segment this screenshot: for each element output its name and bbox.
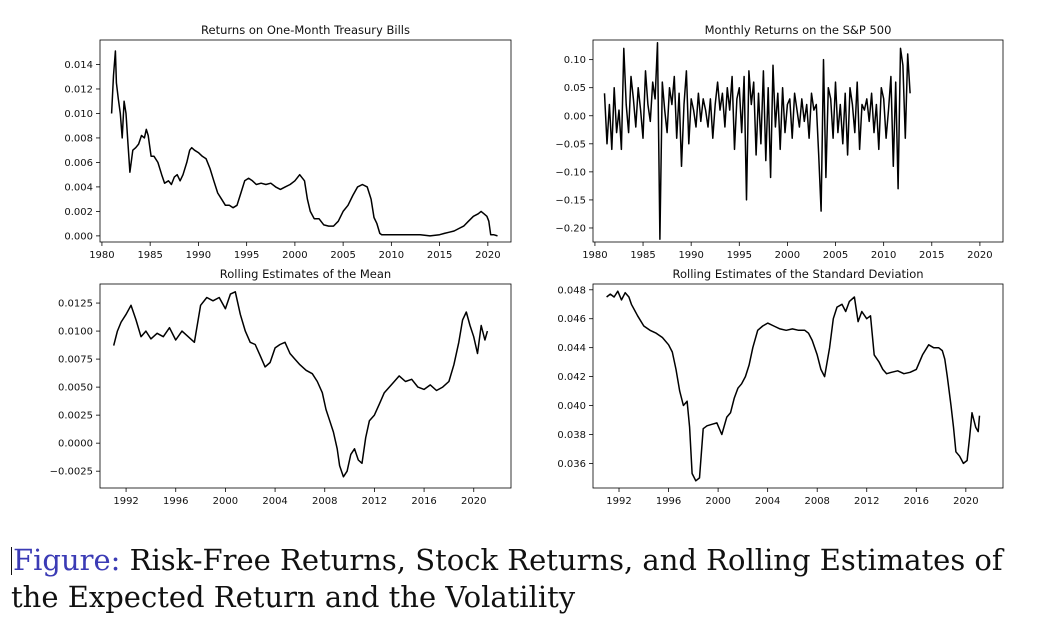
plot-frame-sp500 bbox=[592, 39, 1004, 243]
y-tick-label-tbill: 0.000 bbox=[64, 231, 93, 242]
y-tick-label-sp500: −0.05 bbox=[555, 139, 586, 150]
chart-tbill: Returns on One-Month Treasury Bills 1980 1… bbox=[64, 23, 512, 261]
caption-lead: Figure: bbox=[13, 543, 121, 577]
x-tick-label-rolling-sd: 2004 bbox=[755, 496, 780, 507]
y-tick-label-rolling-mean: 0.0025 bbox=[58, 411, 93, 422]
y-tick-label-tbill: 0.010 bbox=[64, 109, 93, 120]
x-tick-label-sp500: 2015 bbox=[919, 250, 944, 261]
x-tick-label-tbill: 2005 bbox=[330, 250, 355, 261]
y-tick-label-tbill: 0.012 bbox=[64, 84, 93, 95]
caption-text: Risk-Free Returns, Stock Returns, and Ro… bbox=[11, 543, 1003, 614]
x-tick-label-sp500: 1990 bbox=[678, 250, 703, 261]
series-line-rolling-mean bbox=[112, 291, 489, 478]
y-tick-label-sp500: −0.15 bbox=[555, 195, 586, 206]
x-tick-label-rolling-mean: 2008 bbox=[312, 496, 337, 507]
y-tick-label-rolling-mean: 0.0075 bbox=[58, 355, 93, 366]
x-tick-label-sp500: 2020 bbox=[967, 250, 992, 261]
y-tick-label-sp500: −0.20 bbox=[555, 223, 586, 234]
y-tick-label-rolling-sd: 0.048 bbox=[557, 285, 586, 296]
plot-frame-rolling-sd bbox=[592, 283, 1004, 489]
y-tick-label-rolling-mean: 0.0100 bbox=[58, 327, 93, 338]
chart-sp500: Monthly Returns on the S&P 500 1980 1985 19… bbox=[555, 23, 1004, 261]
x-tick-label-sp500: 1980 bbox=[582, 250, 607, 261]
y-tick-label-sp500: 0.05 bbox=[564, 83, 586, 94]
x-tick-label-rolling-mean: 2016 bbox=[411, 496, 436, 507]
y-tick-label-tbill: 0.014 bbox=[64, 60, 93, 71]
chart-title-tbill: Returns on One-Month Treasury Bills bbox=[201, 23, 410, 37]
chart-title-rolling-sd: Rolling Estimates of the Standard Deviat… bbox=[672, 267, 923, 281]
y-tick-label-tbill: 0.008 bbox=[64, 133, 93, 144]
y-tick-label-tbill: 0.002 bbox=[64, 207, 93, 218]
x-tick-label-sp500: 1985 bbox=[630, 250, 655, 261]
x-tick-label-tbill: 1985 bbox=[137, 250, 162, 261]
x-tick-label-rolling-sd: 1996 bbox=[656, 496, 681, 507]
series-line-rolling-sd bbox=[606, 290, 981, 482]
x-tick-label-sp500: 1995 bbox=[727, 250, 752, 261]
x-tick-label-rolling-mean: 2020 bbox=[461, 496, 486, 507]
y-tick-label-rolling-sd: 0.046 bbox=[557, 314, 586, 325]
x-tick-label-tbill: 1990 bbox=[186, 250, 211, 261]
x-tick-label-rolling-sd: 2012 bbox=[854, 496, 879, 507]
x-tick-label-rolling-mean: 1992 bbox=[113, 496, 138, 507]
x-tick-label-tbill: 2000 bbox=[282, 250, 307, 261]
figure-grid: Returns on One-Month Treasury Bills 1980 1… bbox=[50, 23, 1004, 507]
chart-title-rolling-mean: Rolling Estimates of the Mean bbox=[220, 267, 391, 281]
series-line-tbill bbox=[110, 50, 498, 237]
x-tick-label-sp500: 2005 bbox=[823, 250, 848, 261]
y-tick-label-rolling-sd: 0.042 bbox=[557, 372, 586, 383]
y-tick-label-tbill: 0.006 bbox=[64, 158, 93, 169]
x-tick-label-rolling-sd: 1992 bbox=[606, 496, 631, 507]
y-tick-label-tbill: 0.004 bbox=[64, 182, 93, 193]
x-tick-label-tbill: 2010 bbox=[379, 250, 404, 261]
x-tick-label-sp500: 2010 bbox=[871, 250, 896, 261]
y-tick-label-sp500: 0.10 bbox=[564, 55, 586, 66]
x-tick-label-rolling-sd: 2008 bbox=[804, 496, 829, 507]
x-tick-label-rolling-sd: 2000 bbox=[705, 496, 730, 507]
x-tick-label-rolling-mean: 2000 bbox=[213, 496, 238, 507]
x-tick-label-tbill: 2020 bbox=[475, 250, 500, 261]
x-tick-label-tbill: 1980 bbox=[89, 250, 114, 261]
y-tick-label-rolling-mean: −0.0025 bbox=[50, 467, 93, 478]
x-tick-label-rolling-mean: 1996 bbox=[163, 496, 188, 507]
series-line-sp500 bbox=[603, 42, 911, 240]
y-tick-label-rolling-mean: 0.0000 bbox=[58, 439, 93, 450]
y-tick-label-rolling-sd: 0.044 bbox=[557, 343, 586, 354]
x-tick-label-rolling-sd: 2020 bbox=[953, 496, 978, 507]
y-tick-label-rolling-sd: 0.038 bbox=[557, 430, 586, 441]
chart-title-sp500: Monthly Returns on the S&P 500 bbox=[705, 23, 892, 37]
chart-rolling-mean: Rolling Estimates of the Mean 1992 1996 200… bbox=[50, 267, 512, 507]
x-tick-label-rolling-mean: 2012 bbox=[362, 496, 387, 507]
x-tick-label-tbill: 1995 bbox=[234, 250, 259, 261]
x-tick-label-sp500: 2000 bbox=[775, 250, 800, 261]
x-tick-label-tbill: 2015 bbox=[427, 250, 452, 261]
y-tick-label-rolling-sd: 0.040 bbox=[557, 401, 586, 412]
y-tick-label-rolling-sd: 0.036 bbox=[557, 459, 586, 470]
plot-frame-rolling-mean bbox=[99, 283, 512, 489]
y-tick-label-sp500: −0.10 bbox=[555, 167, 586, 178]
y-tick-label-sp500: 0.00 bbox=[564, 111, 586, 122]
y-tick-label-rolling-mean: 0.0050 bbox=[58, 383, 93, 394]
text-cursor bbox=[11, 547, 12, 575]
chart-rolling-sd: Rolling Estimates of the Standard Deviat… bbox=[557, 267, 1004, 507]
x-tick-label-rolling-mean: 2004 bbox=[262, 496, 287, 507]
figure-caption: Figure: Risk-Free Returns, Stock Returns… bbox=[11, 542, 1031, 616]
plot-frame-tbill bbox=[99, 39, 512, 243]
x-tick-label-rolling-sd: 2016 bbox=[904, 496, 929, 507]
y-tick-label-rolling-mean: 0.0125 bbox=[58, 299, 93, 310]
